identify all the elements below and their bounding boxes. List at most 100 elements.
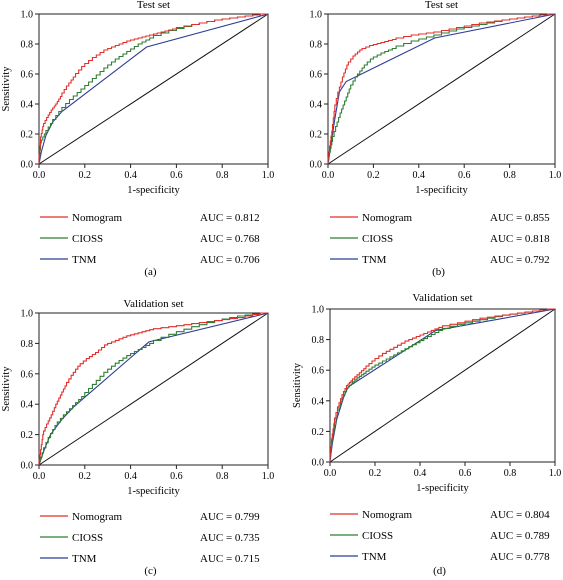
y-tick-label: 0.2 — [312, 427, 325, 438]
auc-value-tnm: AUC = 0.706 — [200, 254, 260, 266]
y-axis-label: Sensitivity — [292, 362, 303, 408]
legend-label-nomogram: Nomogram — [72, 212, 123, 224]
x-tick-label: 0.4 — [124, 170, 137, 181]
panel-label: (d) — [433, 565, 446, 577]
plot-frame — [327, 13, 556, 165]
x-tick-label: 0.0 — [322, 170, 335, 181]
y-tick-label: 0.4 — [21, 400, 34, 411]
y-tick-label: 0.0 — [21, 461, 34, 472]
panel-label: (c) — [144, 565, 157, 577]
y-tick-label: 0.2 — [21, 430, 34, 441]
auc-value-nomogram: AUC = 0.799 — [200, 511, 260, 523]
y-tick-label: 1.0 — [310, 10, 323, 21]
auc-value-tnm: AUC = 0.792 — [490, 254, 550, 266]
y-tick-label: 0.4 — [312, 396, 325, 407]
legend-label-tnm: TNM — [72, 254, 97, 266]
y-tick-label: 0.4 — [310, 100, 323, 111]
legend-label-nomogram: Nomogram — [362, 212, 413, 224]
x-axis-label: 1-specificity — [415, 185, 468, 196]
x-tick-label: 0.4 — [124, 471, 137, 482]
plot-frame — [38, 13, 269, 165]
auc-value-tnm: AUC = 0.715 — [200, 553, 260, 565]
y-tick-label: 0.6 — [21, 70, 34, 81]
y-axis-label: Sensitivity — [1, 66, 12, 112]
plot-frame — [329, 308, 556, 463]
x-tick-label: 0.8 — [216, 170, 229, 181]
auc-value-cioss: AUC = 0.735 — [200, 532, 260, 544]
y-tick-label: 0.2 — [310, 130, 323, 141]
reference-diagonal — [327, 13, 556, 165]
x-tick-label: 1.0 — [262, 170, 275, 181]
x-tick-label: 0.2 — [79, 170, 92, 181]
series-line-cioss — [327, 13, 555, 164]
x-tick-label: 0.8 — [503, 170, 516, 181]
auc-value-cioss: AUC = 0.768 — [200, 233, 260, 245]
reference-diagonal — [38, 312, 269, 466]
y-tick-label: 1.0 — [21, 10, 34, 21]
auc-value-cioss: AUC = 0.818 — [490, 233, 550, 245]
x-tick-label: 0.0 — [33, 170, 46, 181]
x-tick-label: 0.2 — [369, 468, 382, 479]
x-axis-label: 1-specificity — [127, 185, 180, 196]
x-tick-label: 0.0 — [324, 468, 337, 479]
x-tick-label: 1.0 — [549, 468, 562, 479]
x-axis-label: 1-specificity — [127, 486, 180, 497]
y-tick-label: 0.6 — [21, 369, 34, 380]
x-tick-label: 0.4 — [414, 468, 427, 479]
series-line-nomogram — [38, 312, 268, 465]
auc-value-cioss: AUC = 0.789 — [490, 530, 550, 542]
series-line-nomogram — [38, 13, 268, 164]
series-line-nomogram — [327, 13, 555, 164]
chart-title: Validation set — [412, 292, 472, 304]
roc-panel-b: Test set 0.0 0.2 0.4 0.6 0.8 1.0 0.0 0.2 0.4 0.6 0.… — [310, 0, 562, 278]
chart-title: Validation set — [123, 298, 183, 310]
y-tick-label: 0.2 — [21, 130, 34, 141]
series-line-cioss — [329, 308, 555, 462]
legend-label-cioss: CIOSS — [72, 532, 103, 544]
y-tick-label: 1.0 — [312, 305, 325, 316]
y-tick-label: 0.8 — [21, 40, 34, 51]
y-tick-label: 0.6 — [312, 366, 325, 377]
roc-panel-d: Validation set 0.0 0.2 0.4 0.6 0.8 1.0 0.0 0.2 0.… — [292, 292, 561, 577]
chart-title: Test set — [137, 0, 170, 11]
auc-value-nomogram: AUC = 0.804 — [490, 509, 550, 521]
plot-frame — [38, 312, 269, 466]
y-tick-label: 0.8 — [310, 40, 323, 51]
auc-value-tnm: AUC = 0.778 — [490, 551, 550, 563]
x-tick-label: 0.6 — [458, 170, 471, 181]
legend-label-tnm: TNM — [362, 551, 387, 563]
roc-panel-a: Test set 0.0 0.2 0.4 0.6 0.8 1.0 0.0 0.2 0.4 0.6 0.… — [1, 0, 274, 278]
y-axis-label: Sensitivity — [1, 366, 12, 412]
series-line-cioss — [38, 312, 268, 465]
panel-label: (a) — [144, 266, 157, 278]
y-tick-label: 0.4 — [21, 100, 34, 111]
x-tick-label: 0.0 — [33, 471, 46, 482]
x-tick-label: 1.0 — [549, 170, 562, 181]
x-tick-label: 0.8 — [504, 468, 517, 479]
legend-label-nomogram: Nomogram — [362, 509, 413, 521]
x-tick-label: 0.2 — [79, 471, 92, 482]
x-tick-label: 0.8 — [216, 471, 229, 482]
y-tick-label: 1.0 — [21, 309, 34, 320]
y-tick-label: 0.0 — [312, 458, 325, 469]
y-tick-label: 0.8 — [21, 339, 34, 350]
reference-diagonal — [329, 308, 556, 463]
roc-panel-c: Validation set 0.0 0.2 0.4 0.6 0.8 1.0 0.0 0.2 0.… — [1, 298, 274, 577]
legend-label-tnm: TNM — [362, 254, 387, 266]
panel-label: (b) — [432, 266, 445, 278]
auc-value-nomogram: AUC = 0.812 — [200, 212, 260, 224]
y-tick-label: 0.0 — [310, 160, 323, 171]
legend-label-tnm: TNM — [72, 553, 97, 565]
x-tick-label: 0.2 — [367, 170, 380, 181]
x-tick-label: 1.0 — [262, 471, 275, 482]
legend-label-nomogram: Nomogram — [72, 511, 123, 523]
x-tick-label: 0.6 — [170, 471, 183, 482]
y-tick-label: 0.8 — [312, 335, 325, 346]
legend-label-cioss: CIOSS — [362, 530, 393, 542]
x-tick-label: 0.6 — [459, 468, 472, 479]
auc-value-nomogram: AUC = 0.855 — [490, 212, 550, 224]
series-line-nomogram — [329, 308, 555, 462]
x-tick-label: 0.4 — [413, 170, 426, 181]
x-tick-label: 0.6 — [170, 170, 183, 181]
